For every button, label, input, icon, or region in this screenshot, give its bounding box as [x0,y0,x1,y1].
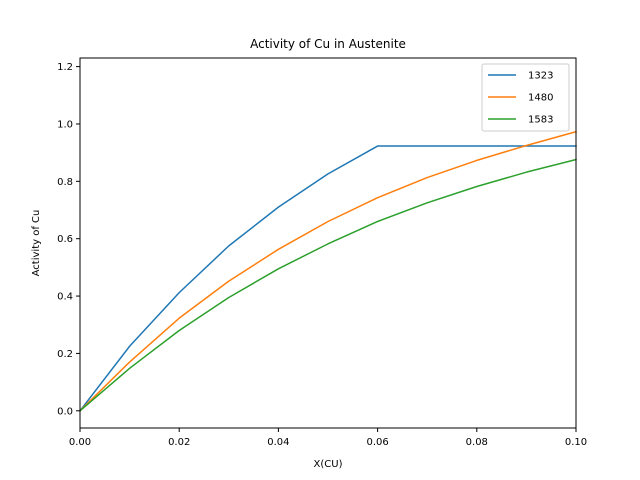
y-tick-label: 0.4 [57,292,73,303]
legend-entries: 1323 1480 1583 [488,71,553,126]
y-tick-label: 0.2 [57,349,73,360]
y-tick-label: 0.8 [57,177,73,188]
legend-label-1583: 1583 [528,115,553,126]
x-tick-label: 0.06 [366,437,388,448]
legend-label-1480: 1480 [528,93,553,104]
x-tick-label: 0.02 [168,437,190,448]
x-tick-label: 0.04 [267,437,289,448]
y-tick-label: 0.6 [57,234,73,245]
series-line-1480 [78,130,577,412]
y-tick-label: 0.0 [57,406,73,417]
series-line-1323 [78,145,577,412]
x-tick-label: 0.08 [466,437,488,448]
axes-frame [79,57,577,429]
x-axis-label: X(CU) [314,459,343,470]
series-line-1583 [78,158,577,412]
y-axis-ticks: 0.0 0.2 0.4 0.6 0.8 1.0 1.2 [57,62,80,417]
plot-area [78,57,577,429]
y-tick-label: 1.2 [57,62,73,73]
legend-box [481,63,570,132]
series-layer [78,130,577,412]
y-axis-label: Activity of Cu [31,210,42,277]
x-axis-ticks: 0.00 0.02 0.04 0.06 0.08 0.10 [69,428,587,448]
legend: 1323 1480 1583 [481,63,570,132]
legend-label-1323: 1323 [528,71,553,82]
x-tick-label: 0.10 [565,437,587,448]
x-tick-label: 0.00 [69,437,91,448]
y-tick-label: 1.0 [57,119,73,130]
chart-title: Activity of Cu in Austenite [250,37,406,51]
